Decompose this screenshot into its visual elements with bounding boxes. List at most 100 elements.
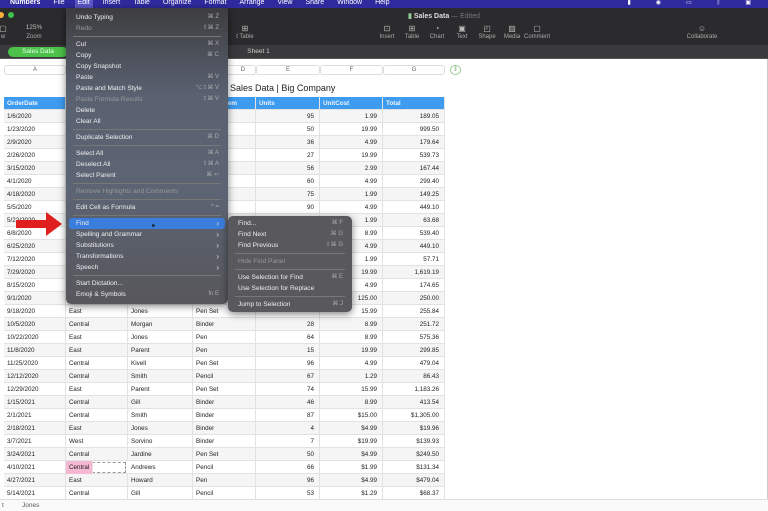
table-cell[interactable]: 86.43: [383, 370, 445, 383]
table-cell[interactable]: 1.99: [320, 253, 383, 266]
menubar-table[interactable]: Table: [133, 0, 150, 6]
table-cell[interactable]: 8/15/2020: [4, 279, 66, 292]
table-cell[interactable]: [193, 149, 256, 162]
table-cell[interactable]: 50: [256, 123, 320, 136]
table-cell[interactable]: Central: [66, 448, 128, 461]
menu-item-speech[interactable]: Speech ›: [69, 262, 225, 273]
menu-item-use-selection-for-find[interactable]: Use Selection for Find ⌘ E: [231, 272, 349, 283]
table-cell[interactable]: 19.99: [320, 149, 383, 162]
bottom-tab-jones[interactable]: Jones: [22, 502, 40, 509]
table-cell[interactable]: 19.99: [320, 123, 383, 136]
table-cell[interactable]: Morgan: [128, 318, 193, 331]
table-cell[interactable]: 1.99: [320, 110, 383, 123]
table-cell[interactable]: 67: [256, 370, 320, 383]
table-cell[interactable]: 4.99: [320, 279, 383, 292]
menu-item-cut[interactable]: Cut ⌘ X: [69, 39, 225, 50]
table-cell[interactable]: 1.29: [320, 370, 383, 383]
table-cell[interactable]: 66: [256, 461, 320, 474]
table-cell[interactable]: 449.10: [383, 240, 445, 253]
collaborate-button[interactable]: ☺ Collaborate: [680, 24, 724, 40]
apple-menu-app-name[interactable]: Numbers: [10, 0, 41, 6]
table-cell[interactable]: 1/6/2020: [4, 110, 66, 123]
table-title[interactable]: Sales Data | Big Company: [230, 83, 336, 93]
menu-item-find[interactable]: Find ›: [69, 218, 225, 229]
table-cell[interactable]: 575.36: [383, 331, 445, 344]
menu-item-select-all[interactable]: Select All ⌘ A: [69, 148, 225, 159]
table-cell[interactable]: Binder: [193, 435, 256, 448]
table-cell[interactable]: $19.96: [383, 422, 445, 435]
menu-item-find[interactable]: Find... ⌘ F: [231, 218, 349, 229]
table-cell[interactable]: $1,305.00: [383, 409, 445, 422]
menubar-window[interactable]: Window: [337, 0, 363, 6]
table-cell[interactable]: $1.99: [320, 461, 383, 474]
table-cell[interactable]: 6/8/2020: [4, 227, 66, 240]
table-cell[interactable]: $15.00: [320, 409, 383, 422]
table-cell[interactable]: 4.99: [320, 201, 383, 214]
table-cell[interactable]: 189.05: [383, 110, 445, 123]
table-cell[interactable]: 46: [256, 396, 320, 409]
table-cell[interactable]: West: [66, 435, 128, 448]
table-cell[interactable]: 96: [256, 474, 320, 487]
table-cell[interactable]: Binder: [193, 409, 256, 422]
header-cell-item[interactable]: Item: [193, 97, 256, 110]
menu-item-find-next[interactable]: Find Next ⌘ G: [231, 229, 349, 240]
table-cell[interactable]: East: [66, 474, 128, 487]
table-cell[interactable]: East: [66, 422, 128, 435]
table-cell[interactable]: Pencil: [193, 461, 256, 474]
table-cell[interactable]: $4.99: [320, 448, 383, 461]
table-cell[interactable]: Jones: [128, 422, 193, 435]
table-cell[interactable]: 8.99: [320, 396, 383, 409]
text-button[interactable]: ▣ Text: [447, 24, 477, 40]
menu-item-select-parent[interactable]: Select Parent ⌘ ↩: [69, 170, 225, 181]
media-button[interactable]: ▨ Media: [497, 24, 527, 40]
table-cell[interactable]: 10/5/2020: [4, 318, 66, 331]
table-cell[interactable]: Kivell: [128, 357, 193, 370]
menubar-arrange[interactable]: Arrange: [239, 0, 265, 6]
table-cell[interactable]: 1/23/2020: [4, 123, 66, 136]
table-cell[interactable]: 19.99: [320, 344, 383, 357]
column-header-f[interactable]: F: [320, 65, 383, 75]
table-cell[interactable]: $4.99: [320, 422, 383, 435]
table-cell[interactable]: $249.50: [383, 448, 445, 461]
table-cell[interactable]: Pen: [193, 331, 256, 344]
table-cell[interactable]: Jones: [128, 331, 193, 344]
table-cell[interactable]: Central: [66, 409, 128, 422]
table-cell[interactable]: 539.40: [383, 227, 445, 240]
table-cell[interactable]: 3/7/2021: [4, 435, 66, 448]
table-cell[interactable]: East: [66, 344, 128, 357]
menu-item-paste-and-match-style[interactable]: Paste and Match Style ⌥⇧⌘ V: [69, 83, 225, 94]
menu-item-jump-to-selection[interactable]: Jump to Selection ⌘ J: [231, 299, 349, 310]
table-cell[interactable]: [193, 110, 256, 123]
menu-item-copy[interactable]: Copy ⌘ C: [69, 50, 225, 61]
table-cell[interactable]: 413.54: [383, 396, 445, 409]
column-header-a[interactable]: A: [4, 65, 66, 75]
table-cell[interactable]: 50: [256, 448, 320, 461]
table-cell[interactable]: 11/25/2020: [4, 357, 66, 370]
menu-item-emoji-symbols[interactable]: Emoji & Symbols fn E: [69, 289, 225, 300]
table-cell[interactable]: Parent: [128, 344, 193, 357]
table-cell[interactable]: 27: [256, 149, 320, 162]
table-options-icon[interactable]: ‖: [450, 65, 461, 75]
table-cell[interactable]: Jones: [128, 305, 193, 318]
table-cell[interactable]: $479.04: [383, 474, 445, 487]
sheet-tab-sheet-1[interactable]: Sheet 1: [247, 48, 270, 55]
screen-record-icon[interactable]: ◉: [655, 0, 662, 6]
table-cell[interactable]: 3/15/2020: [4, 162, 66, 175]
table-cell[interactable]: [193, 162, 256, 175]
table-cell[interactable]: [193, 123, 256, 136]
table-cell[interactable]: 2.99: [320, 162, 383, 175]
table-cell[interactable]: 299.85: [383, 344, 445, 357]
menu-item-transformations[interactable]: Transformations ›: [69, 251, 225, 262]
menu-item-edit-cell-as-formula[interactable]: Edit Cell as Formula ^ =: [69, 202, 225, 213]
menu-item-duplicate-selection[interactable]: Duplicate Selection ⌘ D: [69, 132, 225, 143]
table-cell[interactable]: East: [66, 331, 128, 344]
table-cell[interactable]: Pen Set: [193, 383, 256, 396]
table-cell[interactable]: 167.44: [383, 162, 445, 175]
table-cell[interactable]: Central: [66, 487, 128, 500]
header-cell-units[interactable]: Units: [256, 97, 320, 110]
table-cell[interactable]: 4/27/2021: [4, 474, 66, 487]
table-cell[interactable]: Smith: [128, 370, 193, 383]
shape-button[interactable]: ◰ Shape: [472, 24, 502, 40]
table-cell[interactable]: 7/12/2020: [4, 253, 66, 266]
table-cell[interactable]: Gill: [128, 487, 193, 500]
